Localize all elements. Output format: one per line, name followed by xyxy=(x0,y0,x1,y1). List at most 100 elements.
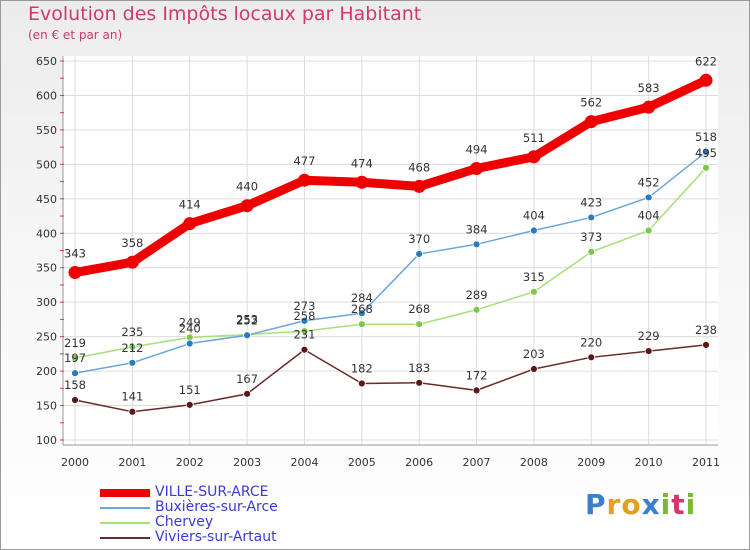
data-point xyxy=(297,173,311,187)
legend-label: Viviers-sur-Artaut xyxy=(155,529,277,545)
data-point xyxy=(702,148,710,156)
series-line xyxy=(74,151,707,374)
logo-letter: x xyxy=(641,488,661,521)
chart-subtitle: (en € et par an) xyxy=(28,28,123,42)
data-label: 219 xyxy=(64,336,86,350)
x-tick-label: 2004 xyxy=(290,456,318,469)
data-point xyxy=(357,379,366,388)
data-label: 284 xyxy=(351,291,373,305)
data-point xyxy=(472,305,481,314)
x-tick-label: 2011 xyxy=(692,456,720,469)
data-point xyxy=(71,396,79,404)
data-label: 495 xyxy=(695,146,717,160)
data-label: 238 xyxy=(695,323,717,337)
proxiti-logo: Proxiti xyxy=(585,488,696,521)
data-point xyxy=(644,226,653,235)
legend-label: Chervey xyxy=(155,514,214,530)
data-point xyxy=(300,327,309,336)
data-point xyxy=(415,378,424,387)
data-point xyxy=(642,100,656,114)
x-tick-label: 2000 xyxy=(61,456,89,469)
data-label: 240 xyxy=(179,322,201,336)
data-point xyxy=(128,407,137,416)
data-label: 151 xyxy=(179,383,201,397)
data-label: 452 xyxy=(638,175,660,189)
data-label: 229 xyxy=(638,329,660,343)
data-point xyxy=(243,389,251,398)
x-tick-label: 2002 xyxy=(176,456,204,469)
data-point xyxy=(702,341,710,349)
data-point xyxy=(68,266,82,280)
y-tick-label: 100 xyxy=(36,434,57,447)
y-tick-label: 150 xyxy=(36,400,57,413)
data-label: 249 xyxy=(179,315,201,329)
y-tick-label: 550 xyxy=(36,124,57,137)
data-point xyxy=(702,163,710,172)
data-point xyxy=(530,365,538,373)
data-label: 231 xyxy=(293,328,315,342)
data-label: 373 xyxy=(580,230,602,244)
data-label: 494 xyxy=(466,142,488,156)
data-label: 622 xyxy=(695,54,717,68)
x-tick-label: 2003 xyxy=(233,456,261,469)
data-label: 273 xyxy=(293,299,315,313)
data-label: 474 xyxy=(351,156,373,170)
series-line xyxy=(70,75,711,278)
data-label: 358 xyxy=(121,236,143,250)
data-point xyxy=(530,226,538,235)
data-point xyxy=(587,353,596,362)
data-label: 414 xyxy=(179,198,201,212)
data-point xyxy=(185,339,194,348)
x-tick-label: 2009 xyxy=(577,456,605,469)
data-point xyxy=(584,115,598,129)
data-label: 158 xyxy=(64,378,86,392)
x-tick-label: 2007 xyxy=(463,456,491,469)
data-label: 423 xyxy=(580,195,602,209)
data-point xyxy=(415,320,424,329)
x-tick-label: 2001 xyxy=(118,456,146,469)
data-label: 203 xyxy=(523,347,545,361)
y-tick-label: 200 xyxy=(36,365,57,378)
y-tick-label: 450 xyxy=(36,193,57,206)
legend-label: VILLE-SUR-ARCE xyxy=(155,484,269,500)
data-point xyxy=(243,331,251,340)
logo-letter: o xyxy=(621,488,642,521)
data-point xyxy=(587,213,596,222)
logo-letter: t xyxy=(671,488,686,521)
data-label: 172 xyxy=(466,368,488,382)
data-point xyxy=(530,287,538,296)
data-point xyxy=(587,247,596,256)
logo-letter: r xyxy=(606,488,622,521)
data-label: 583 xyxy=(638,81,660,95)
data-label: 440 xyxy=(236,180,258,194)
y-tick-label: 500 xyxy=(36,158,57,171)
legend-swatch xyxy=(100,522,150,524)
data-point xyxy=(357,309,366,318)
data-label: 235 xyxy=(121,325,143,339)
series-line xyxy=(74,344,707,413)
data-point xyxy=(183,217,197,231)
data-point xyxy=(699,73,713,87)
data-label: 404 xyxy=(523,209,545,223)
y-tick-label: 650 xyxy=(36,55,57,68)
x-tick-label: 2006 xyxy=(405,456,433,469)
legend-swatch xyxy=(100,489,150,497)
data-label: 197 xyxy=(64,351,86,365)
data-label: 370 xyxy=(408,232,430,246)
legend-swatch xyxy=(100,507,150,509)
data-point xyxy=(527,150,541,164)
y-tick-label: 400 xyxy=(36,227,57,240)
data-label: 220 xyxy=(580,335,602,349)
data-point xyxy=(71,354,79,362)
data-point xyxy=(412,179,426,193)
legend-swatch xyxy=(100,537,150,539)
data-label: 511 xyxy=(523,131,545,145)
data-label: 167 xyxy=(236,372,258,386)
data-label: 141 xyxy=(121,390,143,404)
data-label: 258 xyxy=(293,309,315,323)
data-point xyxy=(300,345,309,354)
data-label: 268 xyxy=(408,302,430,316)
data-label: 289 xyxy=(466,288,488,302)
data-label: 477 xyxy=(293,154,315,168)
